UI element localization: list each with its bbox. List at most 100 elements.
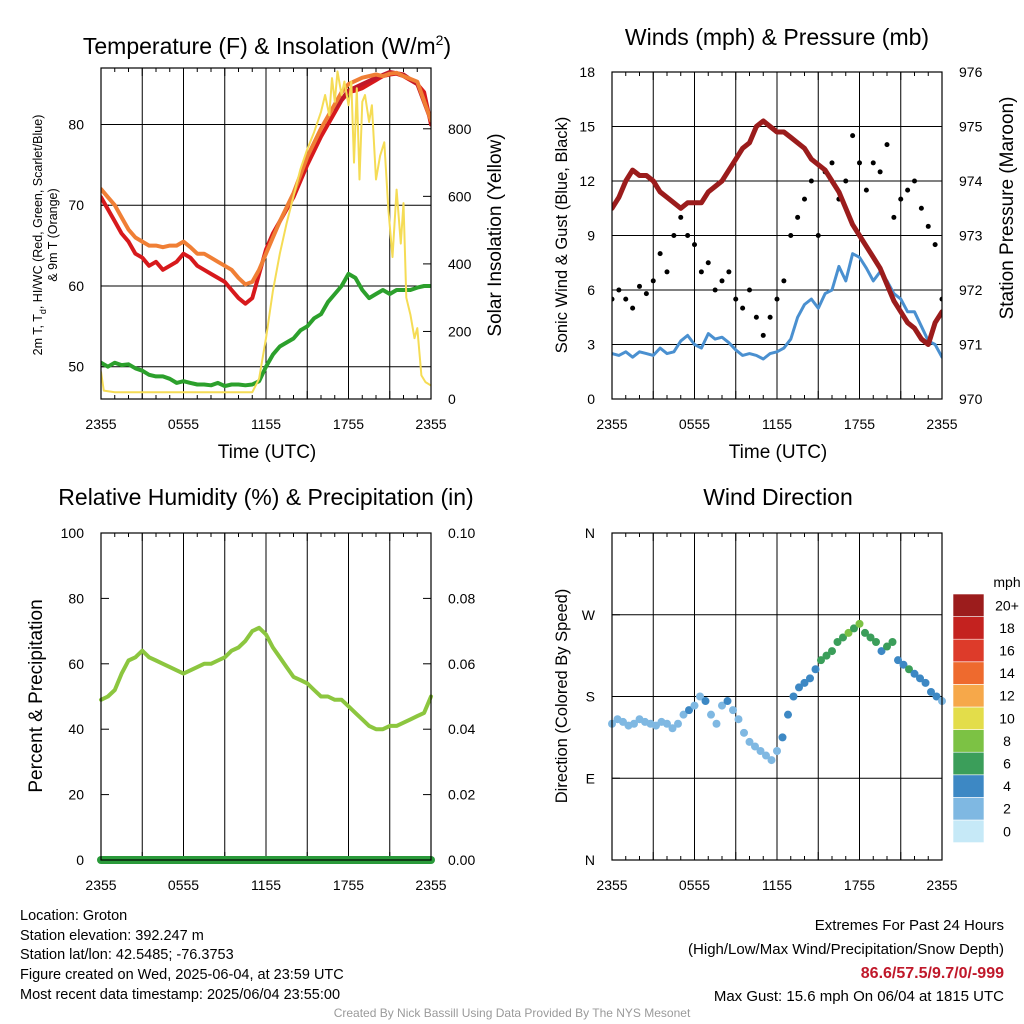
- direction-point: [844, 628, 853, 637]
- direction-point: [756, 747, 765, 755]
- direction-point: [685, 706, 693, 715]
- footer-created: Figure created on Wed, 2025-06-04, at 23…: [20, 967, 344, 983]
- colorbar-label: 12: [999, 688, 1015, 704]
- direction-point: [718, 701, 726, 710]
- direction-y-tick-label: S: [586, 689, 595, 705]
- series-2m-td: [101, 271, 431, 389]
- extremes-title: Extremes For Past 24 Hours: [814, 917, 1004, 934]
- direction-point: [784, 710, 792, 719]
- gust-point: [795, 214, 801, 220]
- colorbar-label: 20+: [995, 597, 1019, 613]
- gust-point: [815, 233, 821, 238]
- temperature-x-axis-label: Time (UTC): [218, 442, 317, 463]
- colorbar-label: 14: [999, 665, 1015, 681]
- humidity-frame: [100, 532, 432, 861]
- direction-point: [817, 656, 825, 665]
- gust-point: [719, 278, 725, 284]
- winds-x-tick-label: 2355: [596, 416, 627, 432]
- humidity-y2-tick-label: 0.08: [448, 590, 475, 606]
- series-solar-insolation: [101, 70, 431, 394]
- gust-point: [698, 269, 704, 275]
- humidity-y2-tick-label: 0.02: [448, 787, 475, 803]
- gust-point: [912, 178, 917, 184]
- direction-point: [932, 692, 941, 701]
- temperature-right-axis-label: Solar Insolation (Yellow): [485, 133, 506, 336]
- gust-point: [857, 160, 862, 166]
- direction-y-tick-label: E: [586, 770, 595, 786]
- gust-point: [657, 251, 663, 257]
- direction-point: [899, 660, 908, 669]
- colorbar-swatch: [952, 593, 985, 617]
- colorbar-label: 16: [999, 643, 1015, 659]
- colorbar-label: 2: [1003, 801, 1011, 817]
- direction-point: [872, 638, 880, 646]
- humidity-x-tick-label: 2355: [85, 877, 116, 893]
- temperature-y2-tick-label: 200: [448, 323, 472, 339]
- gust-point: [747, 287, 752, 293]
- gust-point: [760, 332, 766, 338]
- humidity-x-tick-label: 1755: [333, 877, 364, 893]
- gust-point: [808, 178, 814, 184]
- gust-point: [678, 214, 684, 220]
- winds-y-tick-label: 12: [579, 173, 595, 189]
- gust-point: [788, 233, 794, 238]
- winds-x-tick-label: 1755: [844, 416, 875, 432]
- colorbar-label: 0: [1003, 823, 1011, 839]
- temperature-x-tick-label: 1755: [333, 416, 364, 432]
- direction-point: [762, 751, 770, 760]
- gust-point: [843, 178, 849, 184]
- gust-point: [733, 296, 739, 302]
- gust-point: [877, 169, 883, 175]
- direction-x-tick-label: 1755: [844, 877, 875, 893]
- winds-y-tick-label: 3: [587, 337, 595, 353]
- gust-point: [630, 305, 636, 311]
- direction-point: [822, 651, 831, 660]
- series-9m-t: [101, 70, 431, 287]
- direction-point: [723, 697, 732, 706]
- direction-point: [773, 747, 781, 755]
- winds-series: [612, 118, 942, 361]
- direction-point: [839, 633, 847, 642]
- direction-point: [861, 628, 869, 637]
- winds-y2-tick-label: 973: [959, 228, 983, 244]
- direction-title: Wind Direction: [703, 484, 853, 510]
- colorbar-swatch: [952, 819, 985, 843]
- gust-point: [884, 142, 890, 148]
- gust-point: [712, 287, 718, 293]
- direction-point: [806, 674, 814, 683]
- gust-point: [829, 160, 835, 166]
- series-station-pressure: [612, 118, 942, 347]
- direction-point: [630, 719, 638, 728]
- direction-point: [767, 756, 776, 765]
- gust-point: [637, 283, 642, 289]
- humidity-precip-chart: 2355 0555 1155 1755 23550204060801000.000.02…: [61, 525, 476, 893]
- gust-point: [925, 223, 931, 229]
- winds-x-tick-label: 1155: [762, 416, 792, 432]
- direction-point: [674, 719, 682, 728]
- direction-point: [707, 710, 715, 719]
- colorbar-label: 8: [1003, 733, 1011, 749]
- winds-y-tick-label: 18: [579, 64, 595, 80]
- direction-point: [905, 665, 913, 674]
- direction-point: [850, 624, 858, 633]
- direction-point: [811, 665, 820, 674]
- gust-point: [643, 291, 649, 297]
- humidity-y-tick-label: 40: [68, 721, 84, 737]
- gust-point: [612, 296, 615, 302]
- direction-frame: [611, 532, 943, 861]
- gust-point: [939, 296, 942, 302]
- direction-point: [701, 697, 710, 706]
- direction-point: [888, 638, 897, 646]
- humidity-y2-tick-label: 0.04: [448, 721, 475, 737]
- direction-left-axis-label: Direction (Colored By Speed): [553, 589, 571, 804]
- gust-point: [781, 278, 787, 284]
- gust-point: [932, 242, 938, 248]
- humidity-x-tick-label: 0555: [168, 877, 199, 893]
- gust-point: [774, 296, 780, 302]
- direction-y-tick-label: W: [582, 607, 596, 623]
- temperature-x-tick-label: 1155: [251, 416, 281, 432]
- direction-point: [668, 724, 677, 733]
- direction-point: [734, 715, 743, 724]
- gust-point: [802, 196, 807, 202]
